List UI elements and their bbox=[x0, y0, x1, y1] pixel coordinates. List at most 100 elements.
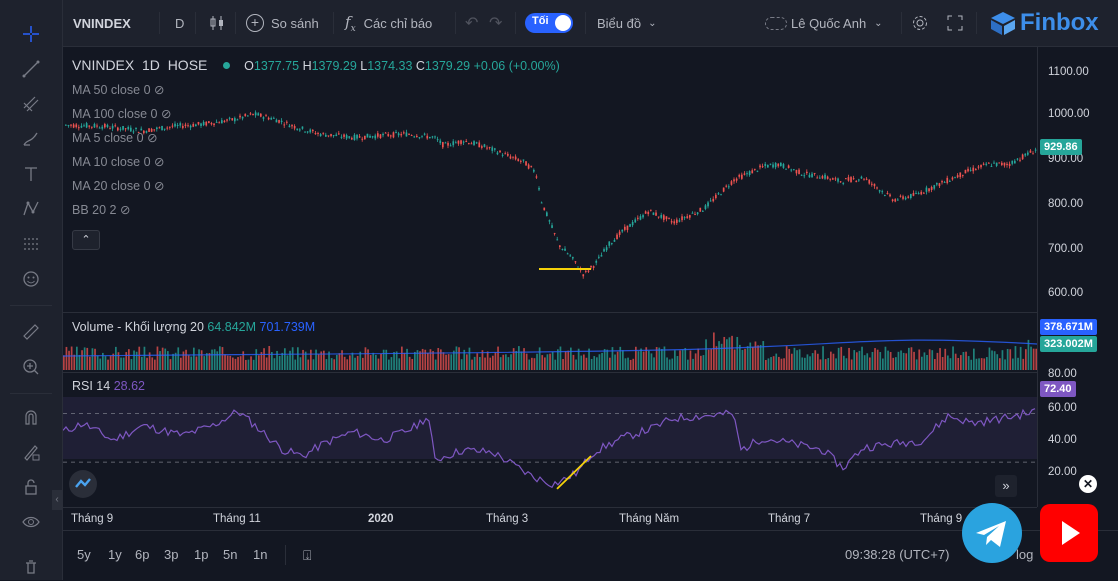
range-1p[interactable]: 1p bbox=[194, 547, 209, 562]
volume-bar bbox=[502, 354, 505, 370]
volume-bar bbox=[861, 346, 863, 370]
candle-body bbox=[397, 133, 400, 136]
candle-body bbox=[231, 118, 234, 121]
price-axis[interactable]: 1100.00 1000.00 900.00 800.00 700.00 600… bbox=[1037, 47, 1118, 507]
candle-body bbox=[787, 165, 790, 168]
eye-off-icon[interactable]: ⊘ bbox=[160, 107, 172, 121]
trash-icon[interactable] bbox=[17, 552, 45, 580]
text-tool-icon[interactable] bbox=[17, 160, 45, 188]
candle-body bbox=[127, 127, 130, 130]
time-label: Tháng 9 bbox=[71, 513, 114, 525]
plus-circle-icon: + bbox=[246, 14, 264, 32]
magnet-icon[interactable] bbox=[17, 403, 45, 431]
rsi-pane[interactable] bbox=[63, 372, 1037, 507]
volume-bar bbox=[889, 351, 892, 370]
settings-gear-icon[interactable] bbox=[911, 0, 929, 46]
volume-bar bbox=[570, 347, 572, 370]
volume-bar bbox=[892, 357, 895, 370]
volume-bar bbox=[887, 350, 889, 370]
scroll-to-realtime-button[interactable]: » bbox=[995, 475, 1017, 497]
range-6p[interactable]: 6p bbox=[135, 547, 150, 562]
compare-button[interactable]: + So sánh bbox=[246, 0, 319, 46]
redo-icon[interactable]: ↷ bbox=[489, 15, 503, 32]
date-range-icon[interactable]: ⍗ bbox=[303, 547, 312, 563]
range-1y[interactable]: 1y bbox=[108, 547, 122, 562]
candle-body bbox=[280, 120, 283, 123]
close-icon[interactable]: ✕ bbox=[1079, 475, 1097, 493]
volume-bar bbox=[388, 359, 390, 370]
user-menu[interactable]: Lê Quốc Anh ⌄ bbox=[765, 0, 883, 46]
volume-bar bbox=[525, 353, 528, 370]
collapse-toolbar-button[interactable]: ‹ bbox=[52, 490, 62, 510]
candle-body bbox=[369, 135, 371, 138]
ruler-icon[interactable] bbox=[17, 318, 45, 346]
volume-bar bbox=[921, 356, 923, 370]
volume-bar bbox=[991, 350, 993, 370]
eye-off-icon[interactable]: ⊘ bbox=[147, 131, 158, 145]
volume-bar bbox=[858, 350, 861, 370]
telegram-button[interactable] bbox=[962, 503, 1022, 563]
eye-icon[interactable] bbox=[17, 508, 45, 536]
pattern-icon[interactable] bbox=[17, 195, 45, 223]
brush-icon[interactable] bbox=[17, 125, 45, 153]
lock-icon[interactable] bbox=[17, 473, 45, 501]
fib-tool-icon[interactable] bbox=[17, 90, 45, 118]
study-item[interactable]: MA 50 close 0 ⊘ bbox=[72, 82, 171, 106]
study-item[interactable]: MA 5 close 0 ⊘ bbox=[72, 130, 171, 154]
theme-toggle[interactable]: Tối bbox=[525, 0, 573, 46]
volume-bar bbox=[676, 356, 679, 370]
log-toggle[interactable]: log bbox=[1016, 547, 1034, 562]
eye-off-icon[interactable]: ⊘ bbox=[154, 83, 165, 97]
candle-body bbox=[930, 187, 933, 190]
chart-type-dropdown[interactable]: Biểu đồ ⌄ bbox=[597, 0, 656, 46]
price-pane[interactable] bbox=[63, 47, 1037, 312]
volume-bar bbox=[661, 349, 663, 370]
eye-off-icon[interactable]: ⊘ bbox=[154, 155, 165, 169]
prediction-icon[interactable] bbox=[17, 230, 45, 258]
time-axis[interactable]: Tháng 9 Tháng 11 2020 Tháng 3 Tháng Năm … bbox=[63, 507, 1037, 530]
zoom-in-icon[interactable] bbox=[17, 353, 45, 381]
candle-body bbox=[527, 164, 530, 169]
collapse-legend-button[interactable]: ⌃ bbox=[72, 230, 100, 250]
lock-drawing-icon[interactable] bbox=[17, 438, 45, 466]
candle-body bbox=[288, 125, 291, 128]
volume-bar bbox=[642, 351, 645, 370]
tradingview-logo[interactable] bbox=[69, 470, 97, 498]
study-item[interactable]: MA 20 close 0 ⊘ bbox=[72, 178, 171, 202]
range-5y[interactable]: 5y bbox=[77, 547, 91, 562]
volume-pane[interactable] bbox=[63, 312, 1037, 372]
range-1n[interactable]: 1n bbox=[253, 547, 268, 562]
emoji-icon[interactable] bbox=[17, 265, 45, 293]
candle-body bbox=[390, 135, 392, 137]
symbol-search[interactable]: VNINDEX bbox=[73, 15, 131, 31]
candle-body bbox=[777, 163, 780, 167]
candle-type-icon[interactable] bbox=[208, 0, 226, 46]
study-item[interactable]: MA 10 close 0 ⊘ bbox=[72, 154, 171, 178]
volume-bar bbox=[148, 352, 151, 370]
study-item[interactable]: MA 100 close 0 ⊘ bbox=[72, 106, 171, 130]
interval-button[interactable]: D bbox=[175, 15, 185, 31]
candle-body bbox=[561, 248, 564, 250]
undo-icon[interactable]: ↶ bbox=[465, 15, 479, 32]
volume-bar bbox=[637, 351, 640, 370]
volume-bar bbox=[663, 346, 666, 370]
trend-line-icon[interactable] bbox=[17, 55, 45, 83]
study-item[interactable]: BB 20 2 ⊘ bbox=[72, 202, 171, 226]
candle-body bbox=[439, 140, 442, 144]
range-3p[interactable]: 3p bbox=[164, 547, 179, 562]
candle-body bbox=[70, 124, 72, 126]
range-5n[interactable]: 5n bbox=[223, 547, 238, 562]
eye-off-icon[interactable]: ⊘ bbox=[154, 179, 165, 193]
volume-bar bbox=[505, 354, 507, 370]
clock[interactable]: 09:38:28 (UTC+7) bbox=[845, 547, 950, 562]
fullscreen-icon[interactable] bbox=[947, 0, 963, 46]
crosshair-icon[interactable] bbox=[17, 20, 45, 48]
chart-area[interactable] bbox=[63, 47, 1037, 507]
youtube-button[interactable] bbox=[1040, 504, 1098, 562]
volume-label: Volume - Khối lượng 20 bbox=[72, 320, 204, 334]
indicators-button[interactable]: fx Các chỉ báo bbox=[345, 0, 432, 46]
eye-off-icon[interactable]: ⊘ bbox=[119, 203, 131, 217]
candle-body bbox=[507, 153, 509, 156]
candle-body bbox=[543, 207, 546, 211]
candle-body bbox=[356, 134, 358, 139]
